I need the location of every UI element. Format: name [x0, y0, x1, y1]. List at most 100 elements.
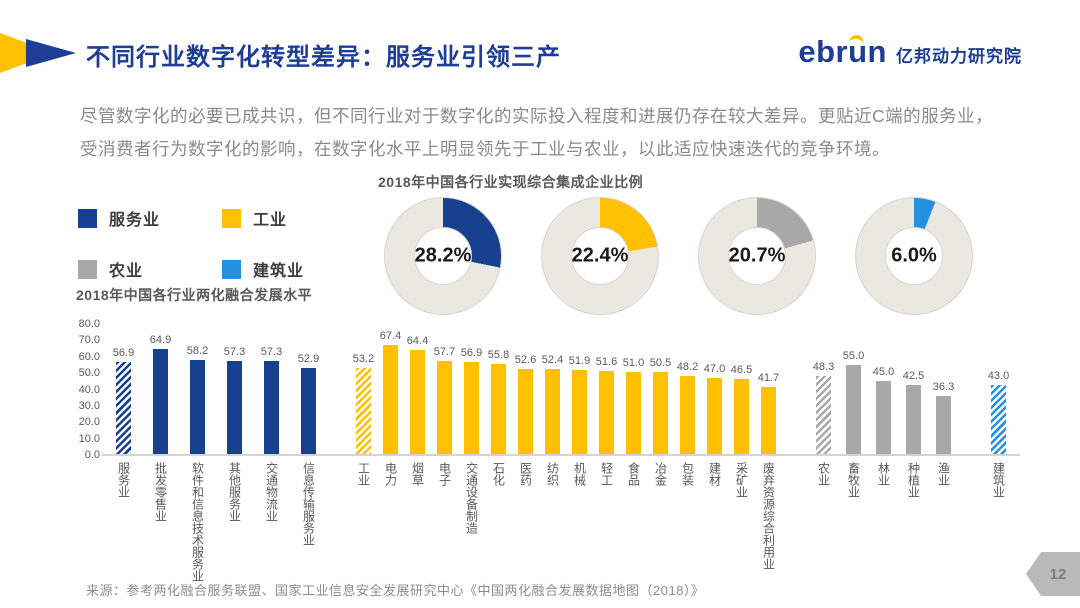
bar-cell-软件和信息技术服务业: 58.2 软件和信息技术服务业 — [186, 344, 209, 582]
bar-cell-包装: 48.2 包装 — [676, 361, 699, 486]
bar-value-label: 51.9 — [568, 355, 591, 368]
bar-其他服务业 — [227, 361, 242, 455]
bar-value-label: 51.0 — [622, 356, 645, 369]
bar-cell-医药: 52.6 医药 — [515, 354, 536, 486]
intro-line-2: 受消费者行为数字化的影响，在数字化水平上明显领先于工业与农业，以此适应快速迭代的… — [80, 139, 890, 159]
bar-x-label: 工业 — [356, 462, 371, 486]
bar-value-label: 48.2 — [676, 361, 699, 374]
bar-value-label: 53.2 — [352, 352, 375, 365]
y-tick-label: 80.0 — [78, 318, 100, 330]
bar-畜牧业 — [846, 364, 861, 455]
bar-电子 — [437, 360, 452, 455]
bar-value-label: 48.3 — [812, 360, 835, 373]
bar-x-label: 建筑业 — [991, 462, 1006, 498]
bar-x-label: 其他服务业 — [227, 462, 242, 522]
bar-value-label: 42.5 — [902, 370, 925, 383]
bar-value-label: 64.4 — [406, 334, 429, 347]
bar-信息传输服务业 — [301, 368, 316, 455]
bar-烟草 — [410, 349, 425, 455]
bar-value-label: 67.4 — [379, 329, 402, 342]
bar-chart-plot: 80.0 70.0 60.0 50.0 40.0 30.0 20.0 10.0 0.0 56.9… — [79, 318, 1020, 582]
bar-cell-林业: 45.0 林业 — [872, 366, 895, 486]
bar-value-label: 45.0 — [872, 366, 895, 379]
bar-x-label: 机械 — [572, 462, 587, 486]
bar-value-label: 51.6 — [595, 355, 618, 368]
bar-x-label: 冶金 — [653, 462, 668, 486]
bar-cell-交通物流业: 57.3 交通物流业 — [260, 346, 283, 522]
bar-value-label: 50.5 — [649, 357, 672, 370]
bar-cell-工业: 53.2 工业 — [352, 352, 375, 486]
legend-swatch-icon — [78, 208, 97, 228]
bar-种植业 — [906, 385, 921, 455]
brand-logo-cn-text: 亿邦动力研究院 — [896, 47, 1022, 66]
bar-建材 — [707, 378, 722, 455]
brand-logo-wordmark: ebrun — [798, 34, 887, 69]
bar-cell-农业: 48.3 农业 — [812, 360, 835, 486]
bar-value-label: 57.3 — [260, 346, 283, 359]
legend-label: 农业 — [109, 263, 144, 280]
bar-x-label: 电力 — [383, 462, 398, 486]
bar-cell-机械: 51.9 机械 — [568, 355, 591, 486]
bar-x-label: 林业 — [876, 462, 891, 486]
bar-渔业 — [936, 395, 951, 455]
bar-cell-建筑业: 43.0 建筑业 — [987, 369, 1010, 498]
bar-cell-电力: 67.4 电力 — [379, 329, 402, 486]
bar-cell-批发零售业: 64.9 批发零售业 — [150, 334, 171, 522]
bar-cell-冶金: 50.5 冶金 — [649, 357, 672, 486]
donut-hole — [571, 227, 629, 285]
y-tick-label: 30.0 — [78, 399, 100, 412]
bars-row: 56.9 服务业 64.9 批发零售业 58.2 软件和信息技术服务业 57.3 其他服务业 5… — [113, 329, 1010, 582]
legend-label: 建筑业 — [253, 263, 305, 280]
bar-x-label: 种植业 — [906, 462, 921, 498]
bar-x-label: 渔业 — [936, 462, 951, 486]
y-tick-label: 70.0 — [78, 334, 100, 347]
bar-cell-石化: 55.8 石化 — [487, 348, 510, 486]
legend-item-4: 建筑业 — [222, 257, 304, 281]
donut-value-label: 6.0% — [891, 244, 937, 267]
bar-x-label: 电子 — [437, 462, 452, 486]
bar-软件和信息技术服务业 — [190, 359, 205, 455]
donut-hole — [414, 227, 472, 285]
bar-x-label: 交通物流业 — [264, 462, 279, 522]
bar-包装 — [680, 376, 695, 455]
y-tick-label: 0.0 — [84, 449, 100, 461]
intro-line-1: 尽管数字化的必要已成共识，但不同行业对于数字化的实际投入程度和进展仍存在较大差异… — [80, 106, 994, 126]
bar-交通设备制造 — [464, 361, 479, 455]
bar-group-农业: 48.3 农业 55.0 畜牧业 45.0 林业 42.5 种植业 36.3 渔业 — [812, 349, 954, 498]
bar-value-label: 55.0 — [842, 349, 865, 362]
bar-建筑业 — [991, 384, 1006, 455]
legend-swatch-icon — [78, 259, 97, 279]
bar-cell-种植业: 42.5 种植业 — [902, 370, 925, 498]
bar-x-label: 批发零售业 — [153, 462, 168, 522]
bar-cell-建材: 47.0 建材 — [703, 363, 726, 486]
bar-cell-烟草: 64.4 烟草 — [406, 334, 429, 486]
legend: 服务业 工业 农业 建筑业 — [78, 206, 304, 281]
bar-value-label: 43.0 — [987, 369, 1010, 382]
bar-cell-其他服务业: 57.3 其他服务业 — [224, 346, 245, 522]
bar-x-label: 建材 — [707, 462, 722, 486]
bar-林业 — [876, 381, 891, 455]
bar-cell-废弃资源综合利用业: 41.7 废弃资源综合利用业 — [758, 372, 779, 570]
bar-cell-电子: 57.7 电子 — [434, 346, 455, 486]
donut-value-label: 20.7% — [728, 244, 786, 267]
bar-value-label: 52.4 — [541, 354, 564, 367]
bar-cell-信息传输服务业: 52.9 信息传输服务业 — [297, 353, 320, 546]
bar-value-label: 52.9 — [297, 353, 320, 366]
bar-x-label: 烟草 — [410, 462, 425, 486]
legend-swatch-icon — [222, 259, 241, 279]
bar-医药 — [518, 368, 533, 455]
bar-cell-纺织: 52.4 纺织 — [541, 354, 564, 486]
bar-机械 — [572, 370, 587, 455]
bar-x-label: 采矿业 — [734, 462, 749, 498]
legend-item-2: 工业 — [222, 206, 304, 230]
bar-石化 — [491, 363, 506, 455]
bar-x-label: 石化 — [491, 462, 506, 486]
bar-value-label: 47.0 — [703, 363, 726, 376]
bar-x-label: 畜牧业 — [846, 462, 861, 498]
bar-value-label: 55.8 — [487, 348, 510, 361]
bar-冶金 — [653, 372, 668, 455]
donut-value-label: 22.4% — [571, 244, 629, 267]
bar-x-label: 食品 — [626, 462, 641, 486]
bar-value-label: 58.2 — [186, 344, 209, 357]
